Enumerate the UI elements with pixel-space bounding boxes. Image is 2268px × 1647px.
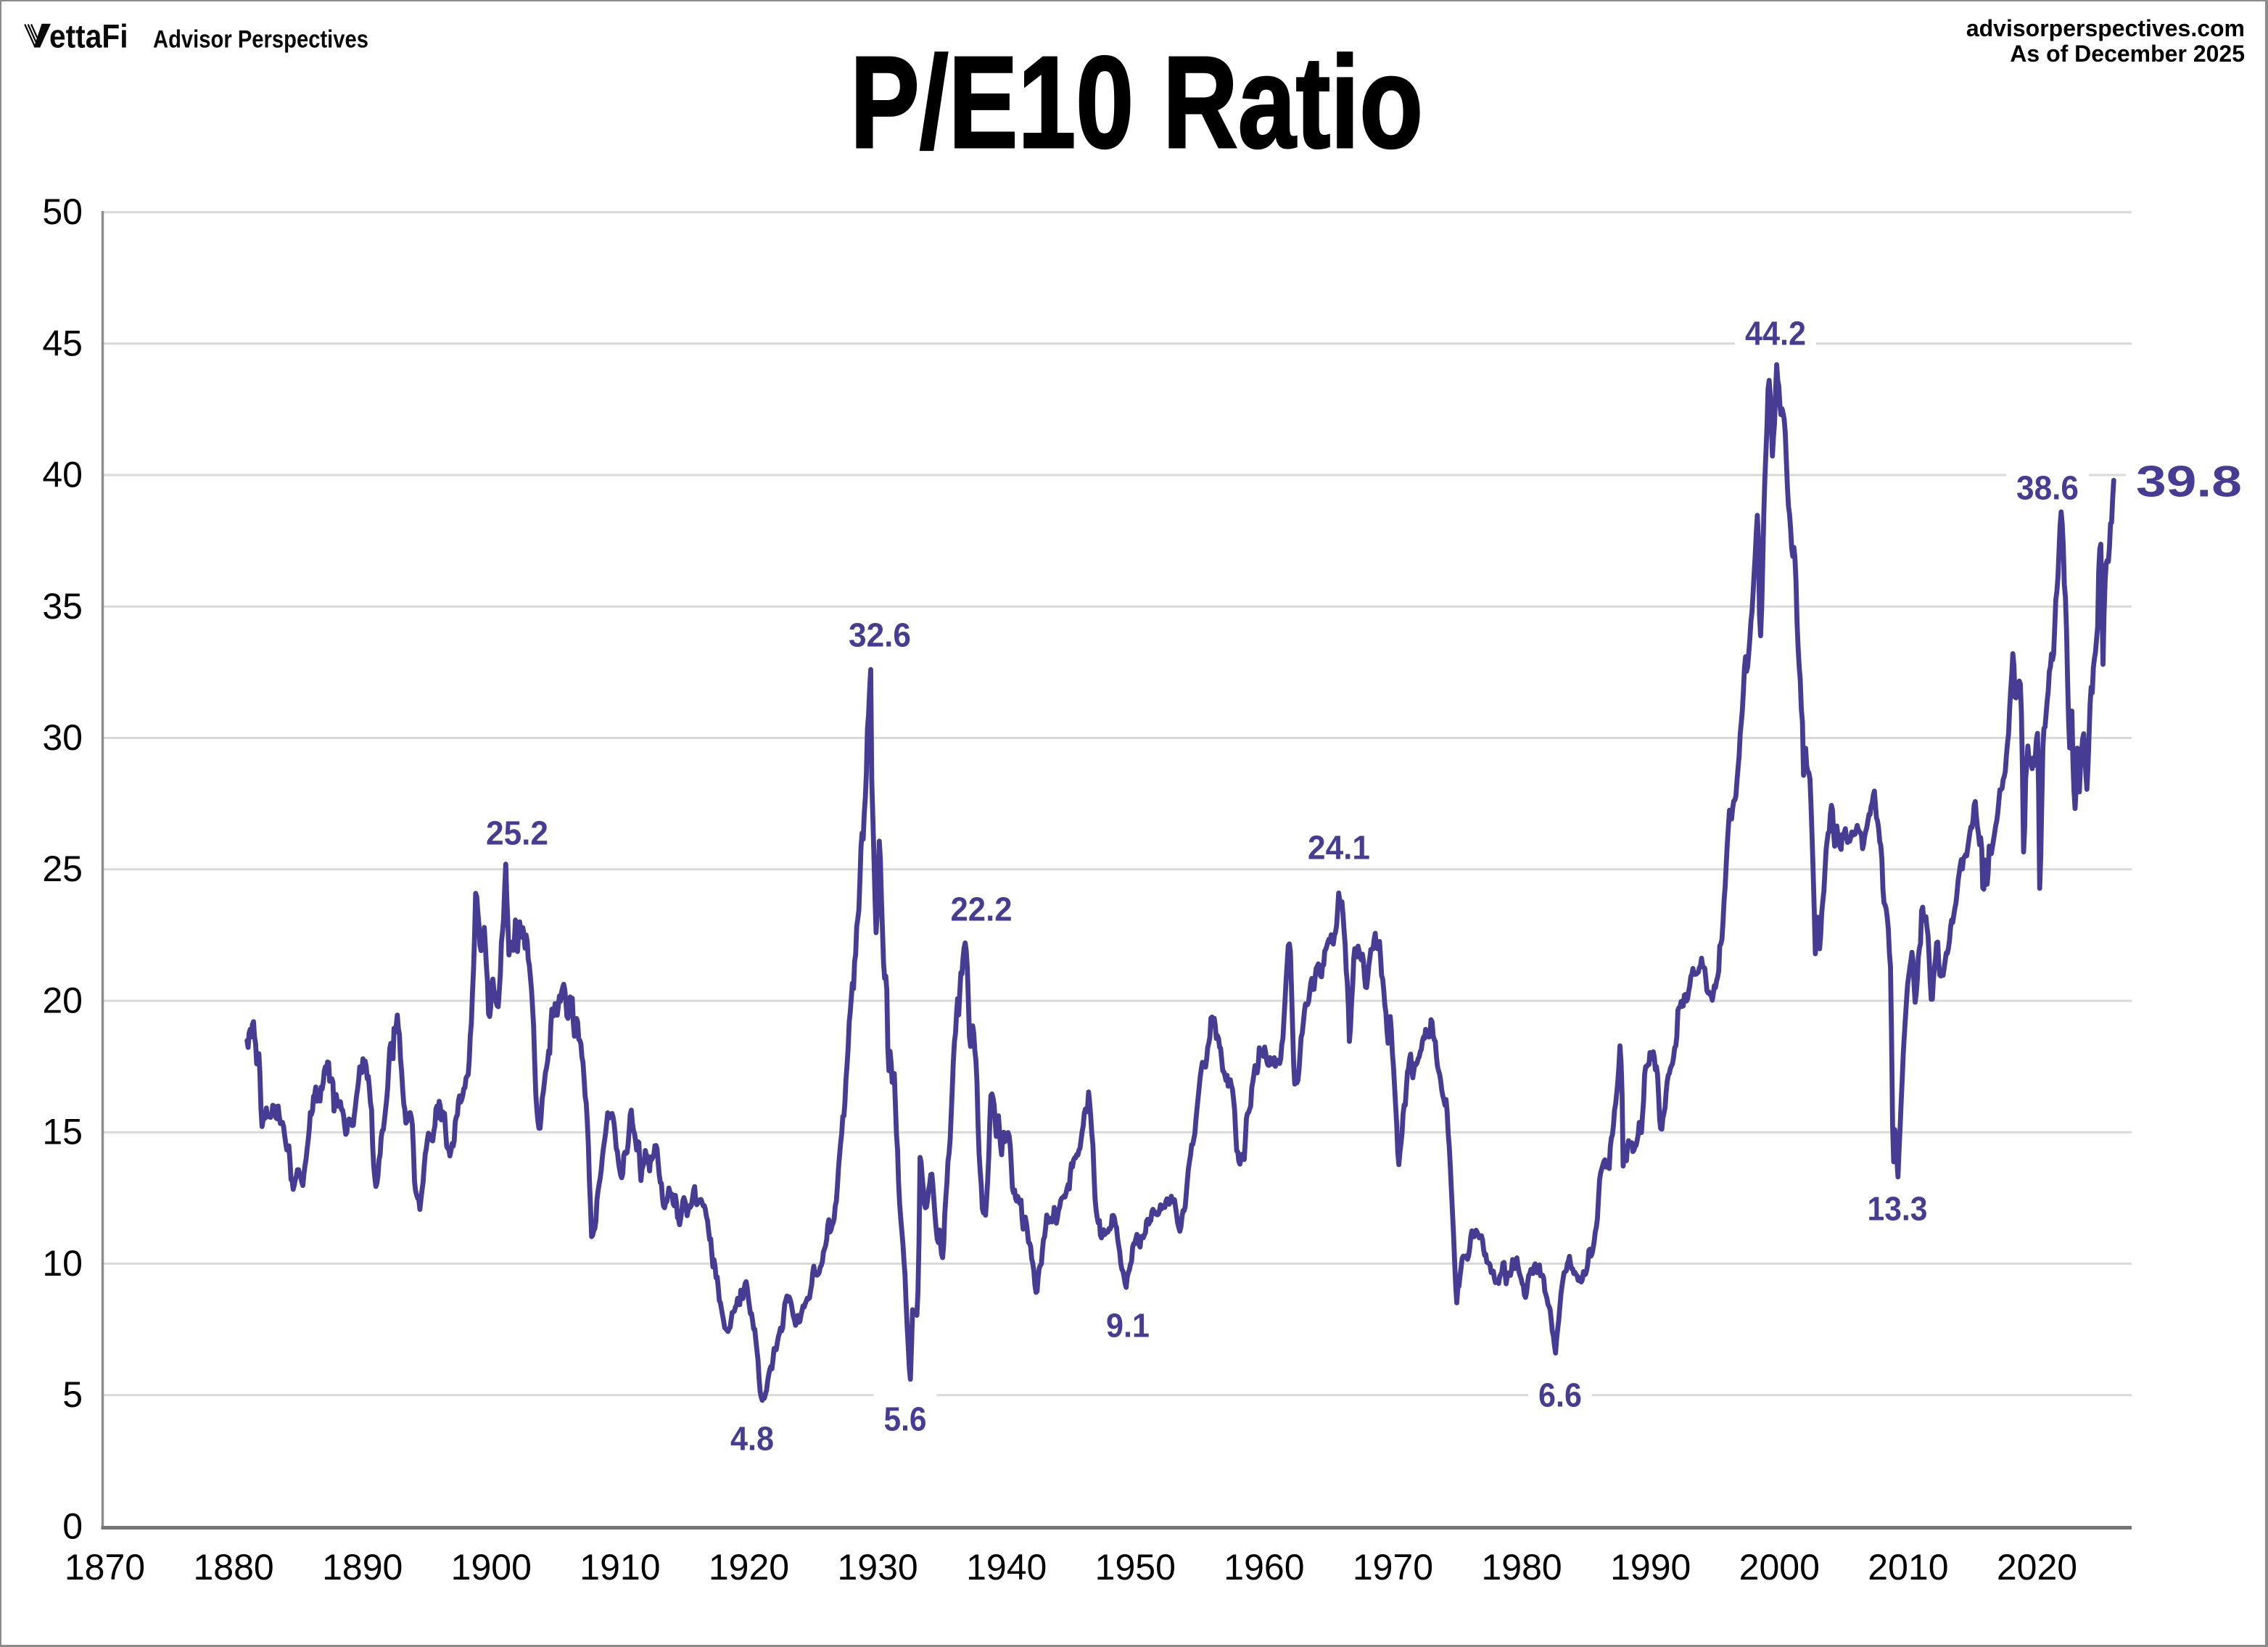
- svg-text:15: 15: [42, 1112, 83, 1152]
- svg-text:As of December 2025: As of December 2025: [2010, 41, 2245, 67]
- svg-text:35: 35: [42, 586, 83, 627]
- svg-text:4.8: 4.8: [730, 1420, 774, 1458]
- svg-text:2000: 2000: [1739, 1547, 1820, 1588]
- svg-text:45: 45: [42, 323, 83, 363]
- svg-text:1970: 1970: [1353, 1547, 1433, 1588]
- svg-text:2020: 2020: [1997, 1547, 2077, 1588]
- svg-text:30: 30: [42, 717, 83, 758]
- svg-text:13.3: 13.3: [1868, 1190, 1928, 1228]
- svg-text:25: 25: [42, 849, 83, 889]
- svg-text:2010: 2010: [1868, 1547, 1948, 1588]
- svg-text:32.6: 32.6: [849, 616, 911, 654]
- svg-text:1890: 1890: [322, 1547, 403, 1588]
- svg-text:advisorperspectives.com: advisorperspectives.com: [1966, 15, 2245, 41]
- svg-text:1980: 1980: [1481, 1547, 1562, 1588]
- svg-text:10: 10: [42, 1243, 83, 1284]
- svg-text:24.1: 24.1: [1308, 829, 1370, 867]
- svg-text:9.1: 9.1: [1106, 1307, 1150, 1345]
- svg-text:1910: 1910: [580, 1547, 660, 1588]
- svg-text:1960: 1960: [1224, 1547, 1304, 1588]
- svg-text:5.6: 5.6: [884, 1400, 927, 1438]
- svg-text:ettaFi: ettaFi: [49, 18, 128, 55]
- svg-text:1930: 1930: [837, 1547, 917, 1588]
- svg-text:6.6: 6.6: [1538, 1376, 1582, 1414]
- svg-text:25.2: 25.2: [486, 814, 548, 852]
- svg-text:1920: 1920: [709, 1547, 789, 1588]
- svg-text:1940: 1940: [966, 1547, 1047, 1588]
- svg-text:39.8: 39.8: [2136, 458, 2242, 506]
- svg-text:0: 0: [62, 1506, 83, 1546]
- svg-text:22.2: 22.2: [951, 891, 1013, 928]
- svg-text:P/E10 Ratio: P/E10 Ratio: [850, 30, 1423, 176]
- svg-text:1950: 1950: [1095, 1547, 1176, 1588]
- svg-text:1880: 1880: [193, 1547, 273, 1588]
- svg-text:38.6: 38.6: [2016, 469, 2079, 507]
- svg-text:1870: 1870: [65, 1547, 145, 1588]
- svg-text:1900: 1900: [451, 1547, 532, 1588]
- svg-text:44.2: 44.2: [1745, 315, 1806, 352]
- svg-text:40: 40: [42, 455, 83, 495]
- svg-text:5: 5: [62, 1374, 83, 1415]
- svg-text:50: 50: [42, 191, 83, 232]
- svg-text:20: 20: [42, 981, 83, 1021]
- svg-text:1990: 1990: [1610, 1547, 1691, 1588]
- svg-text:Advisor Perspectives: Advisor Perspectives: [153, 26, 368, 54]
